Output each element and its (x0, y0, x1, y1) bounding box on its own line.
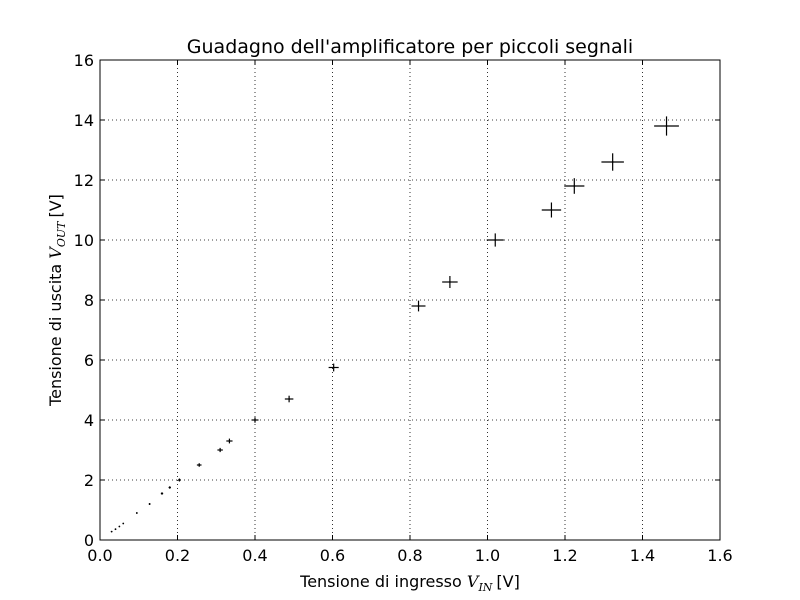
data-point (284, 395, 294, 403)
point-marker (332, 366, 335, 369)
y-tick-label: 4 (84, 411, 94, 430)
point-marker (122, 522, 125, 525)
data-point (226, 438, 233, 444)
point-marker (168, 486, 171, 489)
x-tick-label: 0.8 (397, 546, 422, 565)
y-axis-label: Tensione di uscita VOUT [V] (46, 194, 68, 407)
x-tick-label: 0.4 (242, 546, 267, 565)
x-axis-label-prefix: Tensione di ingresso (299, 572, 467, 591)
x-axis-label-subscript: IN (477, 581, 492, 594)
y-axis-label-subscript: OUT (55, 220, 68, 247)
y-tick-label: 16 (74, 51, 94, 70)
data-point (148, 503, 151, 505)
data-point (110, 530, 113, 533)
y-axis-label-unit: [V] (46, 194, 65, 217)
point-marker (198, 464, 201, 466)
point-marker (550, 209, 553, 211)
y-tick-label: 8 (84, 291, 94, 310)
data-point (486, 233, 504, 247)
point-marker (494, 239, 497, 241)
y-axis-label-prefix: Tensione di uscita (46, 259, 65, 407)
y-tick-label: 2 (84, 471, 94, 490)
point-marker (114, 528, 117, 531)
data-point (177, 478, 181, 482)
x-tick-label: 1.2 (552, 546, 577, 565)
y-tick-label: 14 (74, 111, 94, 130)
x-tick-label: 0.2 (165, 546, 190, 565)
point-marker (118, 525, 121, 528)
point-marker (254, 419, 256, 421)
x-tick-label: 1.6 (707, 546, 732, 565)
y-tick-labels: 0 2 4 6 8 10 12 14 16 (74, 51, 94, 550)
x-tick-label: 0.0 (87, 546, 112, 565)
data-point (442, 276, 458, 288)
data-points (110, 116, 679, 533)
x-tick-label: 1.0 (475, 546, 500, 565)
y-axis-label-symbol: V (46, 246, 65, 259)
data-point (601, 153, 624, 171)
data-point (118, 525, 121, 528)
data-point (328, 363, 339, 372)
x-tick-labels: 0.0 0.2 0.4 0.6 0.8 1.0 1.2 1.4 1.6 (87, 546, 732, 565)
data-point (217, 447, 223, 453)
data-point (541, 202, 562, 218)
point-marker (161, 492, 163, 495)
data-point (196, 463, 202, 467)
point-marker (219, 449, 222, 451)
y-tick-label: 12 (74, 171, 94, 190)
point-marker (178, 479, 181, 481)
point-marker (611, 161, 614, 163)
point-marker (110, 530, 113, 533)
y-tick-label: 10 (74, 231, 94, 250)
data-point (251, 417, 259, 423)
y-tick-label: 6 (84, 351, 94, 370)
data-point (135, 512, 138, 514)
x-tick-label: 1.4 (630, 546, 655, 565)
data-point (160, 492, 164, 495)
data-point (168, 486, 171, 489)
point-marker (135, 512, 138, 514)
point-marker (665, 125, 668, 127)
axis-ticks (99, 59, 721, 541)
point-marker (148, 503, 151, 505)
point-marker (449, 281, 451, 283)
y-tick-label: 0 (84, 531, 94, 550)
data-point (654, 116, 679, 136)
x-tick-label: 0.6 (320, 546, 345, 565)
point-marker (417, 305, 420, 307)
x-axis-label-symbol: V (467, 572, 480, 591)
data-point (564, 178, 585, 194)
data-point (122, 522, 125, 525)
point-marker (288, 398, 290, 400)
chart-title: Guadagno dell'amplificatore per piccoli … (187, 36, 633, 58)
x-axis-label: Tensione di ingresso VIN [V] (299, 572, 520, 594)
x-axis-label-unit: [V] (496, 572, 519, 591)
point-marker (228, 440, 231, 442)
data-point (411, 300, 426, 312)
grid (100, 60, 720, 540)
data-point (114, 528, 117, 531)
point-marker (573, 185, 576, 187)
